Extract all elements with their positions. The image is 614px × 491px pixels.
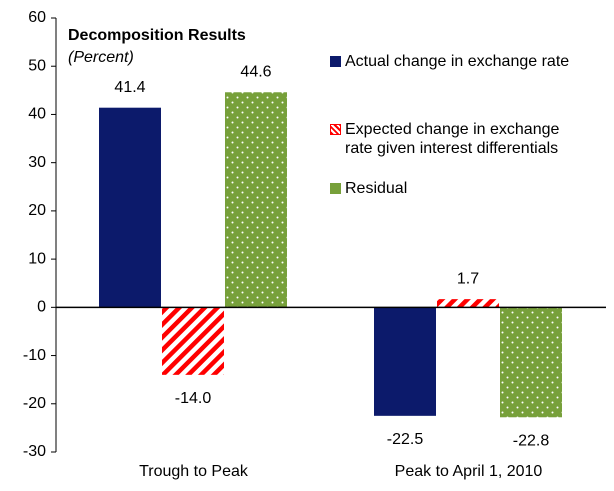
bar	[500, 307, 562, 418]
x-tick-label: Peak to April 1, 2010	[395, 463, 543, 480]
y-tick-label: 10	[28, 250, 46, 267]
bar	[225, 92, 287, 308]
bar	[437, 299, 499, 308]
x-tick-label: Trough to Peak	[139, 463, 249, 480]
bar	[374, 307, 436, 416]
legend-swatch	[330, 56, 341, 67]
bar	[162, 307, 224, 375]
y-tick-label: 40	[28, 106, 46, 123]
legend-swatch	[330, 183, 341, 194]
bar	[99, 107, 161, 308]
y-tick-label: -10	[23, 347, 46, 364]
y-tick-label: 30	[28, 154, 46, 171]
data-label: 1.7	[457, 270, 479, 287]
chart-subtitle: (Percent)	[68, 49, 134, 66]
chart-title: Decomposition Results	[68, 27, 246, 44]
y-tick-label: 20	[28, 202, 46, 219]
data-label: -22.8	[513, 432, 550, 449]
legend-item: Actual change in exchange rate	[330, 52, 580, 71]
y-tick-label: 0	[37, 299, 46, 316]
y-tick-label: -30	[23, 443, 46, 460]
data-label: 44.6	[240, 63, 271, 80]
y-tick-label: -20	[23, 395, 46, 412]
legend-swatch	[330, 124, 341, 135]
data-label: -22.5	[387, 431, 424, 448]
legend-item: Expected change in exchange rate given i…	[330, 120, 580, 158]
data-label: 41.4	[114, 79, 145, 96]
legend-item: Residual	[330, 179, 580, 198]
y-tick-label: 50	[28, 57, 46, 74]
legend-label: Actual change in exchange rate	[345, 53, 570, 70]
data-label: -14.0	[175, 390, 212, 407]
legend-label: Expected change in exchange rate given i…	[345, 121, 560, 157]
y-tick-label: 60	[28, 9, 46, 26]
legend-label: Residual	[345, 180, 408, 197]
